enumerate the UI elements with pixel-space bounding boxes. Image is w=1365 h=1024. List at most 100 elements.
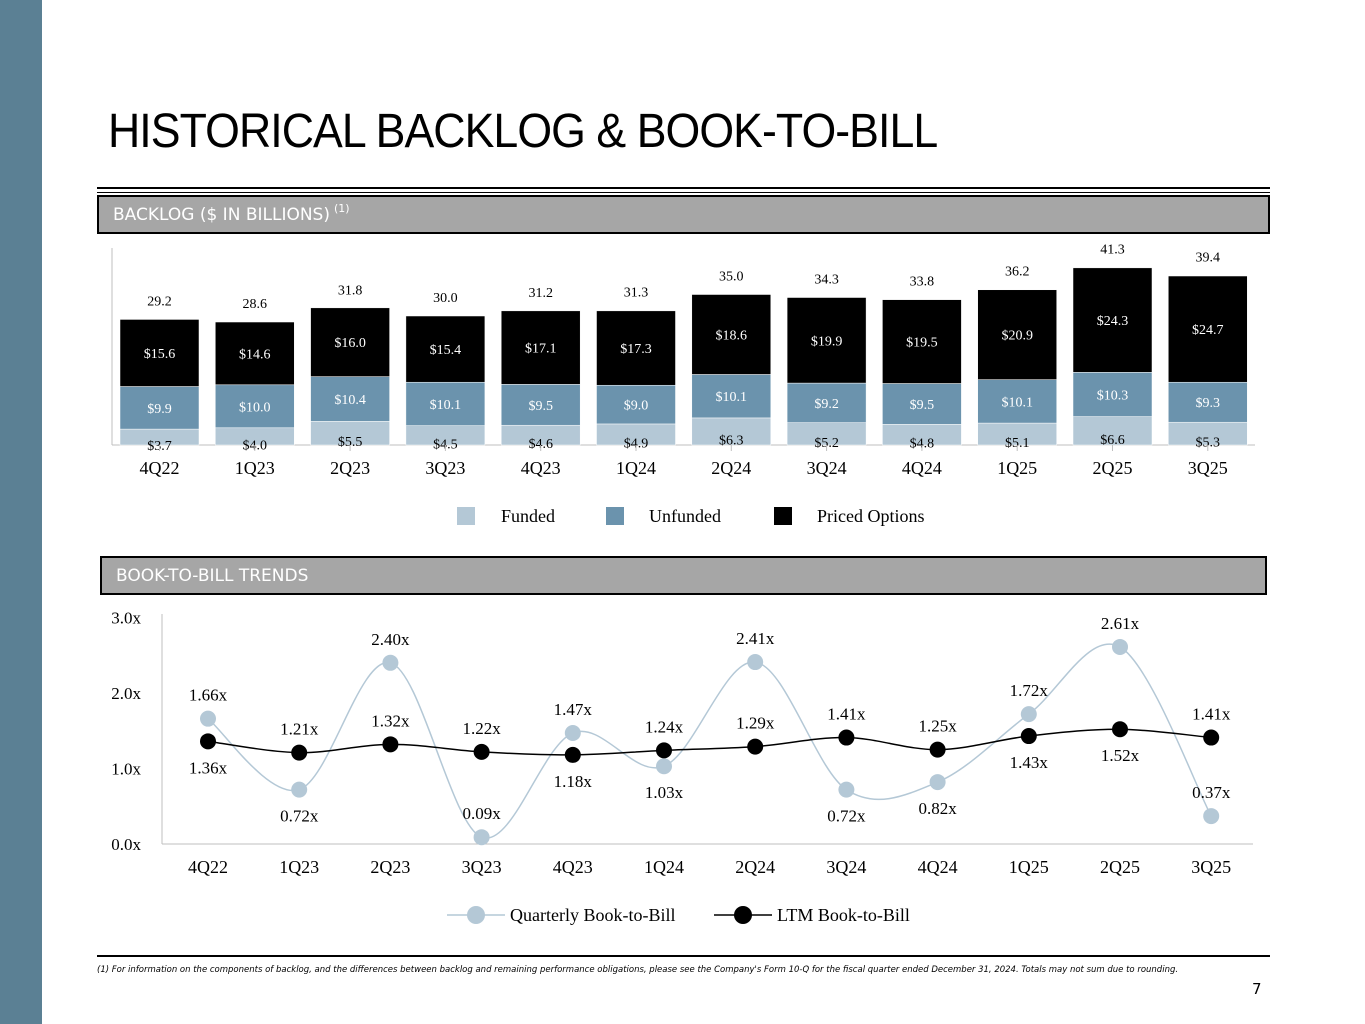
footnote: (1) For information on the components of… (97, 965, 1179, 975)
bar-segment (691, 294, 772, 375)
y-tick-label: 3.0x (111, 609, 141, 628)
bar-segment (1072, 372, 1153, 417)
x-tick-label: 4Q24 (918, 857, 958, 877)
ltm-book-to-bill-label: 1.25x (918, 717, 957, 736)
bar-value-label: $10.1 (430, 398, 462, 413)
bar-value-label: $19.5 (906, 336, 938, 351)
bar-value-label: $5.2 (814, 436, 839, 451)
x-tick-label: 2Q23 (330, 458, 370, 478)
backlog-footnote-ref: (1) (333, 202, 350, 215)
x-tick-label: 4Q22 (140, 458, 180, 478)
bar-total-label: 31.2 (528, 286, 553, 301)
x-tick-label: 2Q25 (1100, 857, 1140, 877)
bar-total-label: 29.2 (147, 294, 172, 309)
quarterly-book-to-bill-label: 2.40x (371, 630, 410, 649)
bar-segment (310, 307, 390, 377)
quarterly-book-to-bill-point (747, 654, 764, 671)
ltm-book-to-bill-point (747, 738, 764, 755)
ltm-book-to-bill-label: 1.18x (554, 772, 593, 791)
backlog-section-label: BACKLOG ($ IN BILLIONS) (113, 204, 330, 225)
x-tick-label: 3Q23 (425, 458, 465, 478)
ltm-book-to-bill-point (473, 743, 490, 760)
quarterly-book-to-bill-point (929, 774, 946, 791)
ltm-book-to-bill-label: 1.32x (371, 711, 410, 730)
legend-swatch (457, 507, 475, 525)
y-tick-label: 0.0x (111, 835, 141, 854)
ltm-book-to-bill-point (1203, 729, 1220, 746)
quarterly-book-to-bill-label: 2.61x (1101, 614, 1140, 633)
legend-marker (467, 906, 485, 924)
x-tick-label: 3Q25 (1188, 458, 1228, 478)
ltm-book-to-bill-point (200, 733, 216, 750)
quarterly-book-to-bill-label: 0.72x (280, 807, 319, 826)
bar-value-label: $17.1 (525, 342, 557, 357)
sidebar-accent-bar (0, 0, 42, 1024)
ltm-book-to-bill-label: 1.36x (189, 758, 228, 777)
bar-total-label: 33.8 (910, 275, 935, 290)
bar-segment (500, 310, 581, 385)
x-tick-label: 1Q23 (279, 857, 319, 877)
x-tick-label: 2Q24 (711, 458, 751, 478)
bar-value-label: $14.6 (239, 347, 271, 362)
ltm-book-to-bill-point (382, 736, 399, 753)
bar-value-label: $10.4 (334, 393, 366, 408)
bar-value-label: $9.5 (910, 398, 935, 413)
bar-value-label: $15.6 (144, 347, 176, 362)
bar-total-label: 30.0 (433, 291, 458, 306)
bar-value-label: $19.9 (811, 334, 843, 349)
ltm-book-to-bill-point (838, 729, 855, 746)
bar-value-label: $4.5 (433, 437, 458, 452)
x-tick-label: 2Q25 (1093, 458, 1133, 478)
bar-value-label: $5.3 (1196, 436, 1221, 451)
quarterly-book-to-bill-line (207, 643, 1212, 839)
x-tick-label: 3Q25 (1191, 857, 1231, 877)
bar-value-label: $9.0 (624, 399, 649, 414)
title-rule (97, 187, 1270, 189)
x-tick-label: 3Q24 (826, 857, 866, 877)
bar-value-label: $18.6 (716, 328, 748, 343)
bar-segment (1168, 381, 1248, 423)
ltm-book-to-bill-label: 1.22x (462, 719, 501, 738)
bar-value-label: $4.6 (528, 437, 553, 452)
bar-segment (977, 379, 1057, 424)
bar-value-label: $24.3 (1097, 314, 1129, 329)
bar-segment (1072, 267, 1153, 373)
ltm-book-to-bill-point (291, 744, 308, 761)
quarterly-book-to-bill-label: 0.09x (462, 804, 501, 823)
quarterly-book-to-bill-label: 0.82x (918, 799, 957, 818)
quarterly-book-to-bill-point (838, 781, 855, 798)
quarterly-book-to-bill-label: 2.41x (736, 629, 775, 648)
bar-segment (1168, 275, 1248, 383)
ltm-book-to-bill-point (656, 742, 672, 759)
bar-value-label: $6.3 (719, 433, 744, 448)
title-rule-thin (97, 192, 1270, 193)
x-tick-label: 4Q23 (553, 857, 593, 877)
x-tick-label: 1Q24 (644, 857, 684, 877)
page-number: 7 (1252, 980, 1262, 998)
bar-segment (1072, 416, 1153, 446)
bar-total-label: 28.6 (243, 297, 268, 312)
bar-value-label: $5.5 (338, 435, 363, 450)
x-tick-label: 2Q24 (735, 857, 775, 877)
x-tick-label: 4Q24 (902, 458, 942, 478)
legend-label: Funded (501, 506, 555, 526)
bar-segment (405, 315, 486, 383)
quarterly-book-to-bill-point (1020, 706, 1037, 723)
bar-value-label: $15.4 (430, 343, 462, 358)
x-tick-label: 3Q23 (462, 857, 502, 877)
bar-value-label: $10.1 (1001, 395, 1033, 410)
backlog-section-header: BACKLOG ($ IN BILLIONS) (1) (97, 195, 1270, 234)
bar-value-label: $17.3 (620, 342, 652, 357)
book-to-bill-section-label: BOOK-TO-BILL TRENDS (116, 565, 309, 586)
x-tick-label: 1Q25 (1009, 857, 1049, 877)
ltm-book-to-bill-point (929, 741, 946, 758)
bar-value-label: $20.9 (1001, 329, 1033, 344)
x-tick-label: 4Q23 (521, 458, 561, 478)
quarterly-book-to-bill-label: 1.47x (554, 700, 593, 719)
bar-segment (882, 299, 962, 384)
legend-swatch (774, 507, 792, 525)
bar-total-label: 31.8 (338, 283, 363, 298)
bar-value-label: $9.3 (1196, 396, 1221, 411)
legend-label: Unfunded (649, 506, 721, 526)
bar-segment (977, 289, 1057, 380)
